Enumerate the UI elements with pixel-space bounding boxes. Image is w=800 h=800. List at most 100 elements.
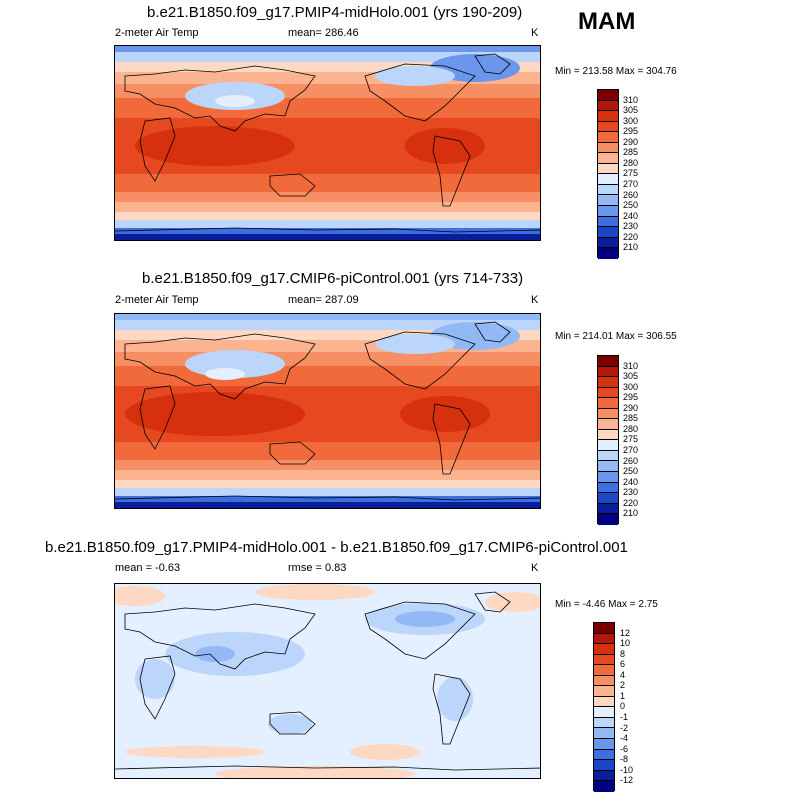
panel-1-colorbar-tick: 270 [623, 179, 639, 189]
panel-3-colorbar-swatch [594, 665, 614, 676]
panel-1-colorbar-swatch [598, 163, 618, 175]
panel-2-colorbar-tick: 250 [623, 466, 639, 477]
panel-3-rmse: rmse = 0.83 [288, 562, 347, 574]
panel-2-colorbar-tick: 285 [623, 413, 639, 424]
panel-3-colorbar [593, 622, 615, 792]
panel-2-colorbar-swatch [598, 450, 618, 462]
panel-2-colorbar-swatch [598, 461, 618, 473]
panel-3-colorbar-tick: 0 [620, 701, 626, 712]
panel-1-colorbar-tick: 210 [623, 242, 639, 253]
panel-2-colorbar-tick: 290 [623, 402, 639, 413]
panel-2-colorbar-swatch [598, 503, 618, 515]
panel-2-colorbar-tick: 210 [623, 508, 639, 519]
panel-2-colorbar-tick: 300 [623, 381, 639, 392]
panel-2-colorbar-swatch [598, 429, 618, 441]
panel-2-colorbar-swatch [598, 419, 618, 430]
panel-2-mean: mean= 287.09 [288, 294, 359, 306]
panel-1-colorbar-tick: 295 [623, 126, 639, 137]
panel-2-colorbar-swatch [598, 482, 618, 494]
panel-1-colorbar-swatch [598, 216, 618, 228]
panel-2-colorbar-swatch [598, 472, 618, 483]
panel-1-colorbar-swatch [598, 100, 618, 112]
panel-3-colorbar-swatch [594, 781, 614, 792]
panel-1-colorbar-tick: 285 [623, 147, 639, 158]
panel-1-title: b.e21.B1850.f09_g17.PMIP4-midHolo.001 (y… [147, 4, 523, 21]
panel-3-difference-field [115, 584, 540, 778]
panel-2-colorbar-swatch [598, 440, 618, 451]
panel-3-colorbar-swatch [594, 728, 614, 740]
panel-1-colorbar-swatch [598, 195, 618, 207]
panel-1-colorbar-swatch [598, 111, 618, 122]
panel-2-temperature-field [115, 314, 540, 508]
panel-1-colorbar-swatch [598, 206, 618, 217]
panel-3-mean: mean = -0.63 [115, 562, 181, 574]
panel-3-colorbar-swatch [594, 770, 614, 782]
panel-2-colorbar-tick: 260 [623, 455, 639, 466]
panel-1-colorbar-swatch [598, 121, 618, 133]
panel-3-colorbar-tick: -12 [620, 775, 634, 786]
panel-2-colorbar [597, 355, 619, 525]
panel-3-colorbar-tick: 2 [620, 680, 626, 691]
panel-3-minmax: Min = -4.46 Max = 2.75 [555, 599, 658, 610]
panel-3-colorbar-swatch [594, 644, 614, 655]
panel-1-units: K [531, 27, 539, 39]
panel-1-colorbar-tick: 280 [623, 157, 639, 168]
panel-2-title: b.e21.B1850.f09_g17.CMIP6-piControl.001 … [142, 270, 524, 287]
panel-1-colorbar-tick: 275 [623, 168, 639, 179]
panel-1-colorbar-tick: 240 [623, 210, 639, 221]
panel-3-colorbar-tick: -2 [620, 722, 629, 733]
panel-3-colorbar-swatch [594, 654, 614, 666]
panel-2-colorbar-tick: 275 [623, 434, 639, 445]
panel-1-colorbar-swatch [598, 237, 618, 249]
panel-3-colorbar-swatch [594, 623, 614, 634]
panel-3-colorbar-swatch [594, 675, 614, 687]
panel-1-colorbar-swatch [598, 174, 618, 185]
panel-2-colorbar-tick: 230 [623, 487, 639, 498]
panel-1-colorbar-swatch [598, 248, 618, 259]
panel-2-colorbar-swatch [598, 366, 618, 378]
panel-1-colorbar-swatch [598, 142, 618, 154]
panel-3-colorbar-tick: 12 [620, 627, 631, 638]
panel-3-colorbar-tick: -6 [620, 743, 629, 754]
panel-1-mean: mean= 286.46 [288, 27, 359, 39]
panel-2-colorbar-tick: 270 [623, 445, 639, 455]
panel-2-colorbar-swatch [598, 408, 618, 420]
panel-2-colorbar-swatch [598, 377, 618, 388]
panel-1-colorbar-tick: 250 [623, 200, 639, 211]
panel-3-colorbar-tick: -8 [620, 754, 629, 765]
panel-3-colorbar-tick: -1 [620, 712, 629, 722]
panel-3-colorbar-swatch [594, 686, 614, 697]
panel-2-colorbar-tick: 220 [623, 497, 639, 508]
panel-3-units: K [531, 562, 539, 574]
panel-2-variable: 2-meter Air Temp [115, 294, 199, 306]
panel-1-colorbar-swatch [598, 184, 618, 196]
panel-2-colorbar-tick: 305 [623, 371, 639, 381]
season-label: MAM [578, 8, 636, 35]
panel-1-colorbar-tick: 310 [623, 94, 639, 105]
panel-3-colorbar-swatch [594, 760, 614, 771]
panel-3-colorbar-swatch [594, 717, 614, 729]
panel-2-colorbar-tick: 295 [623, 392, 639, 403]
panel-3-colorbar-tick: -10 [620, 764, 634, 775]
panel-2-colorbar-tick: 280 [623, 423, 639, 434]
panel-3-colorbar-tick: 6 [620, 659, 626, 670]
panel-3-title: b.e21.B1850.f09_g17.PMIP4-midHolo.001 - … [45, 539, 628, 556]
panel-2-colorbar-swatch [598, 398, 618, 409]
panel-1-colorbar-swatch [598, 132, 618, 143]
panel-1-colorbar-tick: 290 [623, 136, 639, 147]
panel-2-colorbar-swatch [598, 356, 618, 367]
panel-1-map [114, 45, 541, 241]
panel-1-colorbar-swatch [598, 90, 618, 101]
panel-1-colorbar-tick: 300 [623, 115, 639, 126]
panel-1-colorbar-swatch [598, 227, 618, 238]
panel-1-colorbar-swatch [598, 153, 618, 164]
panel-3-colorbar-swatch [594, 739, 614, 750]
panel-3-colorbar-tick: 8 [620, 648, 626, 659]
panel-2-colorbar-swatch [598, 387, 618, 399]
panel-1-variable: 2-meter Air Temp [115, 27, 199, 39]
panel-2-colorbar-tick: 310 [623, 360, 639, 371]
panel-2-colorbar-tick: 240 [623, 476, 639, 487]
panel-1-colorbar-tick: 230 [623, 221, 639, 232]
panel-3-colorbar-swatch [594, 633, 614, 645]
panel-3-colorbar-tick: 1 [620, 690, 626, 701]
